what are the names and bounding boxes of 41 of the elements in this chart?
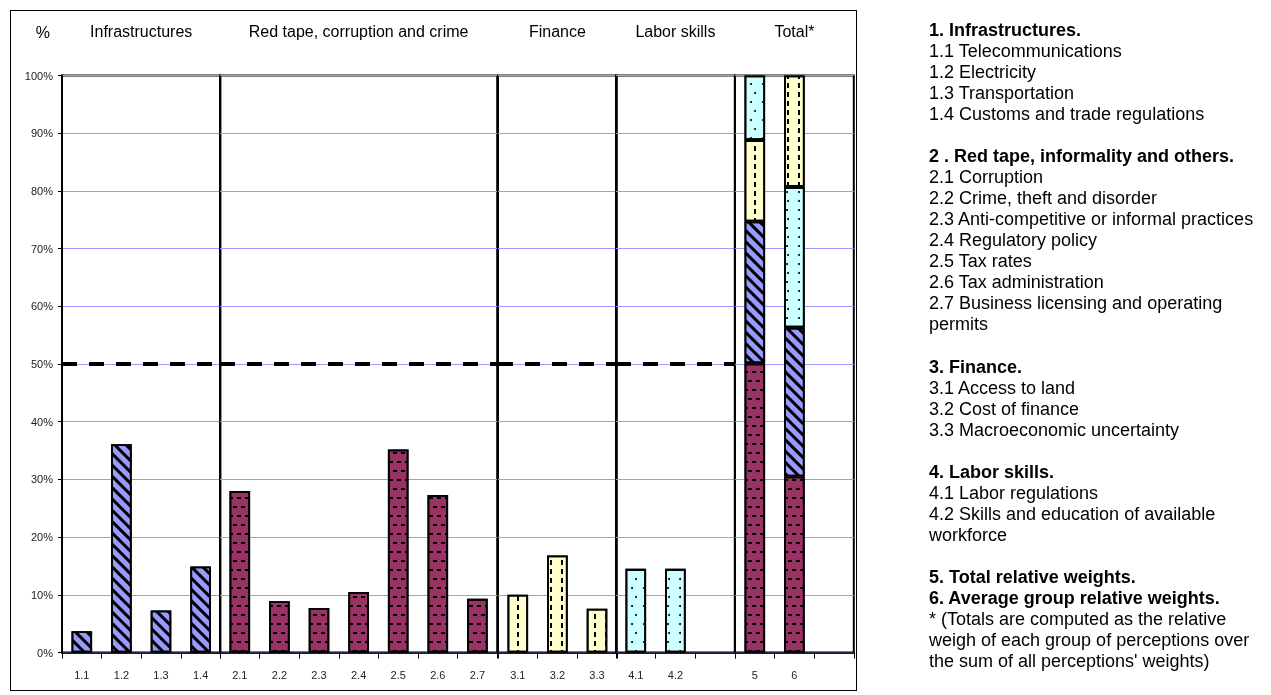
x-tick-label: 2.7 bbox=[470, 669, 486, 681]
chart-title: Labor skills bbox=[635, 22, 716, 40]
x-tick-label: 3.1 bbox=[509, 669, 526, 681]
x-tick-label: 1.2 bbox=[113, 669, 130, 681]
y-tick-label: 60% bbox=[30, 300, 54, 313]
text: 5. Total relative weights. bbox=[929, 567, 1137, 589]
y-tick-label: 50% bbox=[30, 358, 54, 370]
chart-title: Finance bbox=[528, 22, 586, 40]
y-tick-label: 40% bbox=[30, 415, 54, 428]
text: 1. Infrastructures. 1.1 Telecommunications 1.2 Electricity 1.3 Transportation 1.4 Customs and trade regulations bbox=[929, 19, 1206, 125]
text: 4. Labor skills. 4.1 Labor regulations 4.2 Skills and education of available workforce bbox=[929, 461, 1217, 547]
y-axis-title: % bbox=[35, 24, 50, 41]
y-tick-label: 30% bbox=[30, 473, 54, 486]
x-tick-label: 1.1 bbox=[74, 669, 90, 681]
x-tick-label: 1.3 bbox=[153, 669, 169, 681]
y-tick-label: 100% bbox=[24, 69, 54, 82]
text: 6. Average group relative weights. * (Totals are computed as the relative weigh of each group of perceptions over the sum of all perceptions' weights) bbox=[929, 588, 1251, 673]
x-tick-label: 3.3 bbox=[588, 669, 605, 681]
x-tick-label: 4.2 bbox=[668, 669, 684, 681]
x-tick-label: 5 bbox=[751, 669, 759, 681]
x-tick-label: 2.2 bbox=[272, 669, 288, 681]
x-tick-label: 2.4 bbox=[351, 669, 367, 681]
y-tick-label: 20% bbox=[30, 531, 54, 544]
x-tick-label: 1.4 bbox=[192, 669, 209, 681]
text: 2 . Red tape, informality and others. 2.1 Corruption 2.2 Crime, theft and disorder 2.3 Anti-competitive or informal practices 2.4 Regulatory policy 2.5 Tax rates 2.6 Tax administration 2.7 Business licensing and operating permits bbox=[929, 145, 1254, 335]
chart-title: Infrastructures bbox=[90, 22, 193, 40]
y-tick-label: 80% bbox=[30, 184, 54, 197]
x-tick-label: 2.5 bbox=[390, 669, 407, 681]
y-tick-label: 0% bbox=[37, 646, 54, 659]
x-tick-label: 2.3 bbox=[311, 669, 328, 681]
chart-title: Total* bbox=[774, 22, 815, 40]
x-tick-label: 3.2 bbox=[549, 669, 565, 681]
chart-title: Red tape, corruption and crime bbox=[249, 22, 469, 40]
x-tick-label: 4.1 bbox=[628, 669, 644, 681]
y-tick-label: 10% bbox=[30, 588, 54, 601]
x-tick-label: 6 bbox=[791, 669, 798, 681]
text: 3. Finance. 3.1 Access to land 3.2 Cost of finance 3.3 Macroeconomic uncertainty bbox=[929, 356, 1181, 441]
y-tick-label: 70% bbox=[30, 242, 54, 255]
x-tick-label: 2.1 bbox=[232, 669, 248, 681]
x-tick-label: 2.6 bbox=[430, 669, 446, 681]
y-tick-label: 90% bbox=[30, 127, 54, 140]
